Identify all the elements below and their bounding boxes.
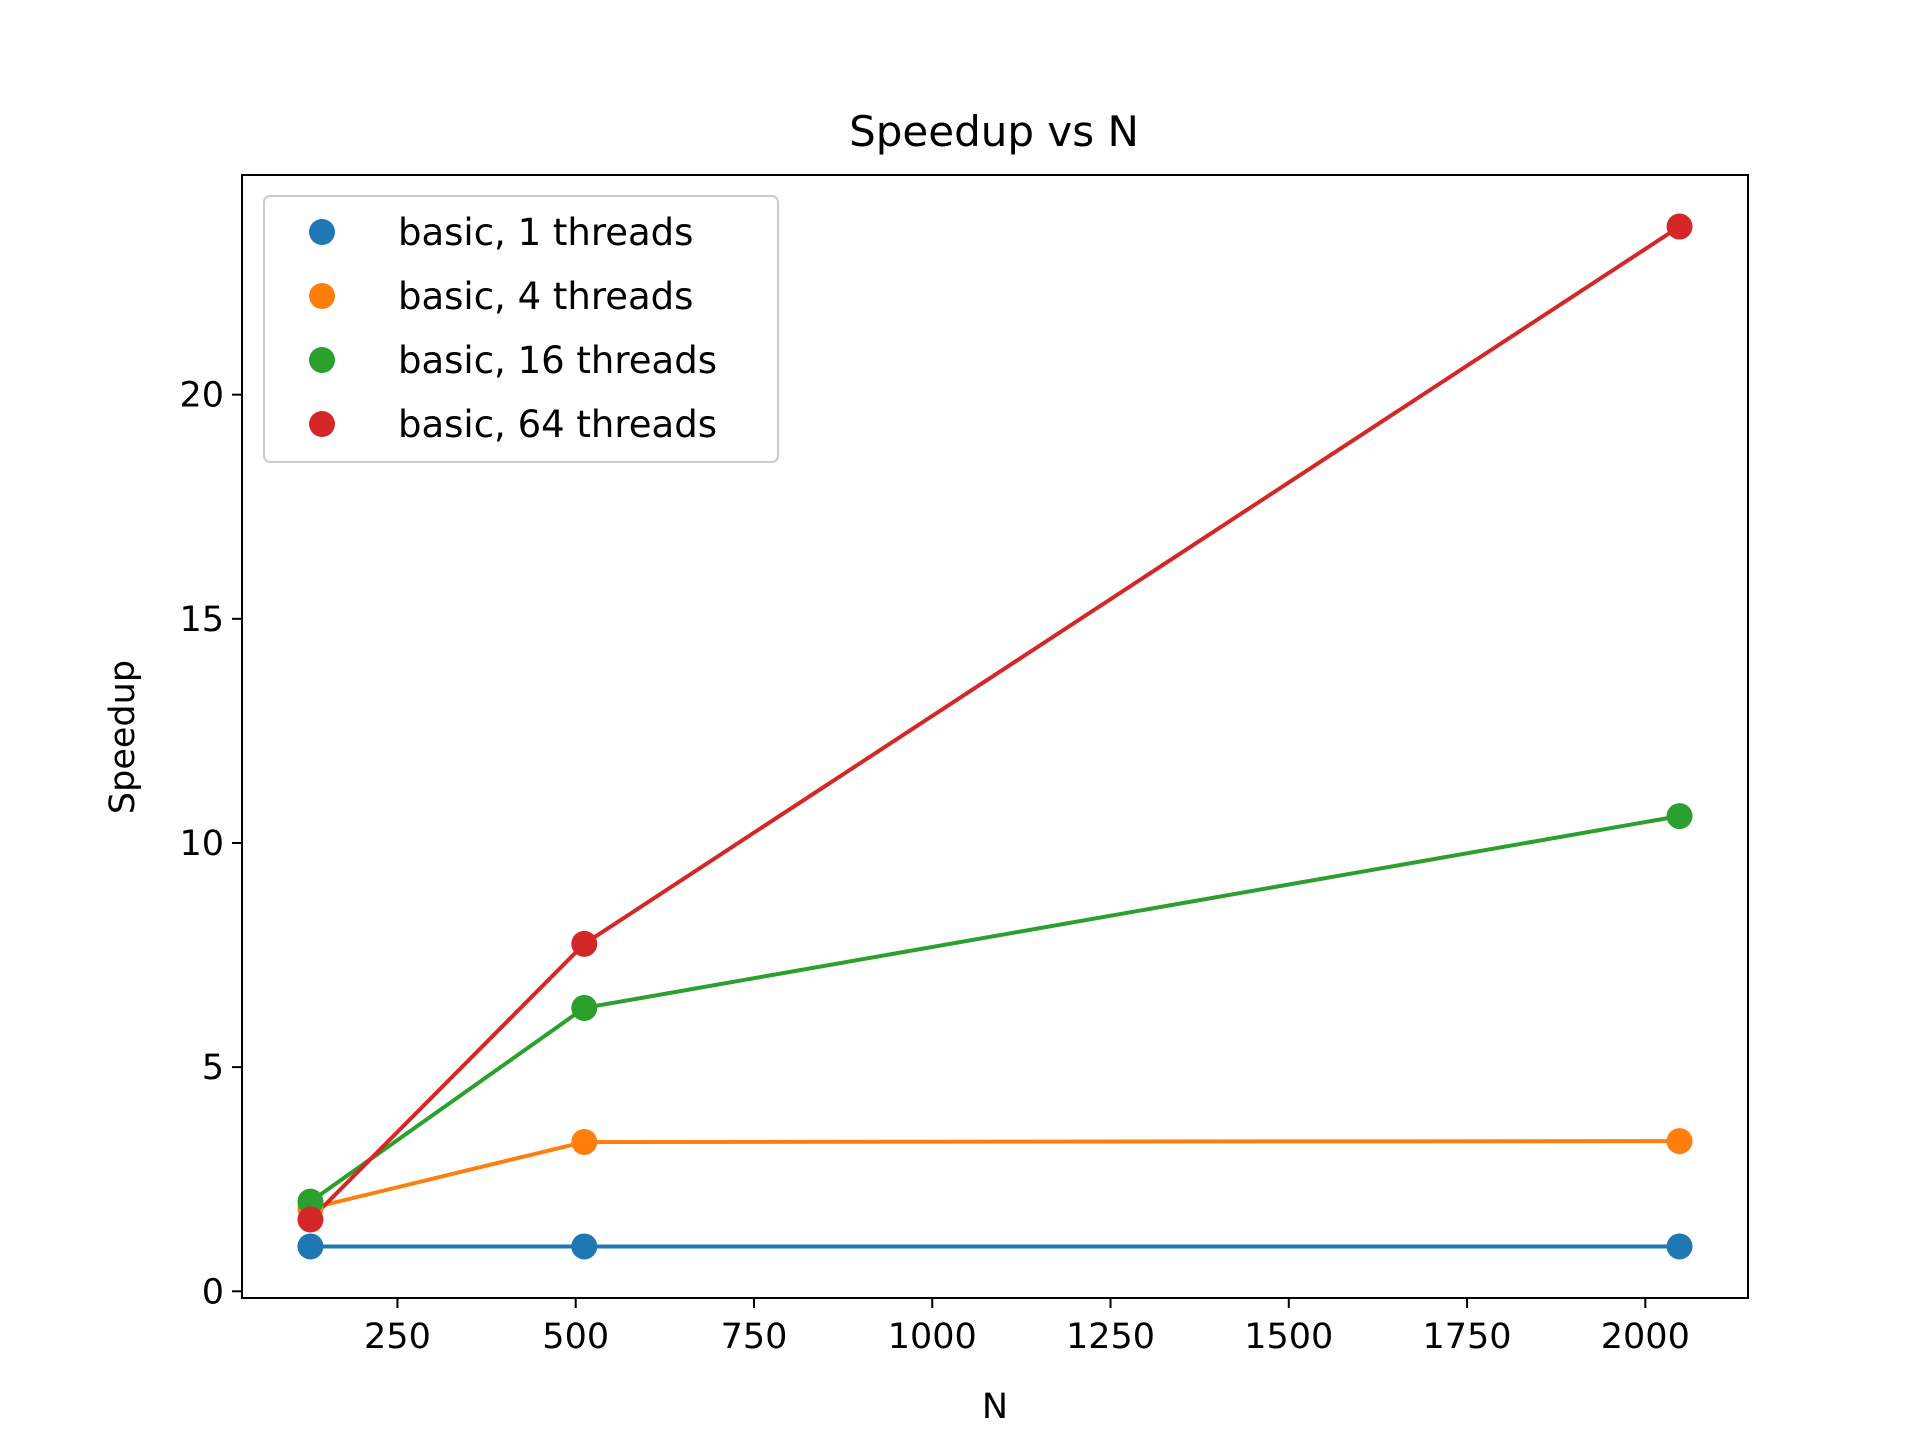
x-tick-label: 250 <box>364 1317 431 1357</box>
y-tick-label: 10 <box>179 824 224 864</box>
x-tick-label: 1000 <box>888 1317 977 1357</box>
legend-entry-label: basic, 1 threads <box>398 211 693 254</box>
legend: basic, 1 threads basic, 4 threads basic, 1… <box>263 195 779 463</box>
x-tick-label: 2000 <box>1601 1317 1690 1357</box>
plot-area <box>297 213 1693 1260</box>
data-point-basic-1-threads <box>1666 1233 1693 1260</box>
data-point-basic-4-threads <box>1666 1128 1693 1155</box>
legend-entry-label: basic, 4 threads <box>398 275 693 318</box>
data-point-basic-1-threads <box>297 1233 324 1260</box>
data-point-basic-16-threads <box>297 1188 324 1215</box>
y-tick-label: 5 <box>202 1048 224 1088</box>
legend-marker <box>309 347 335 373</box>
legend-marker <box>309 411 335 437</box>
data-point-basic-1-threads <box>571 1233 598 1260</box>
y-tick-label: 20 <box>179 376 224 416</box>
data-point-basic-16-threads <box>571 994 598 1021</box>
x-tick-label: 1750 <box>1423 1317 1512 1357</box>
x-tick-label: 500 <box>542 1317 609 1357</box>
axes-frame <box>241 174 1749 1299</box>
x-axis-label: N <box>982 1387 1008 1427</box>
legend-entry-label: basic, 16 threads <box>398 339 717 382</box>
x-axis: 250 500 750 1000 1250 1500 1750 2000 <box>364 1298 1690 1357</box>
y-tick-label: 15 <box>179 600 224 640</box>
data-point-basic-64-threads <box>297 1206 324 1233</box>
x-tick-label: 1500 <box>1244 1317 1333 1357</box>
y-axis-label: Speedup <box>103 660 143 814</box>
data-point-basic-64-threads <box>1666 213 1693 240</box>
x-tick-label: 1250 <box>1066 1317 1155 1357</box>
data-point-basic-4-threads <box>571 1128 598 1155</box>
legend-entry-label: basic, 64 threads <box>398 403 717 446</box>
data-point-basic-64-threads <box>571 930 598 957</box>
y-tick-label: 0 <box>202 1272 224 1312</box>
legend-marker <box>309 283 335 309</box>
legend-marker <box>309 219 335 245</box>
x-tick-label: 750 <box>721 1317 788 1357</box>
y-axis: 0 5 10 15 20 <box>179 376 242 1312</box>
legend-box <box>263 195 779 463</box>
chart-title: Speedup vs N <box>849 107 1139 156</box>
data-point-basic-16-threads <box>1666 803 1693 830</box>
